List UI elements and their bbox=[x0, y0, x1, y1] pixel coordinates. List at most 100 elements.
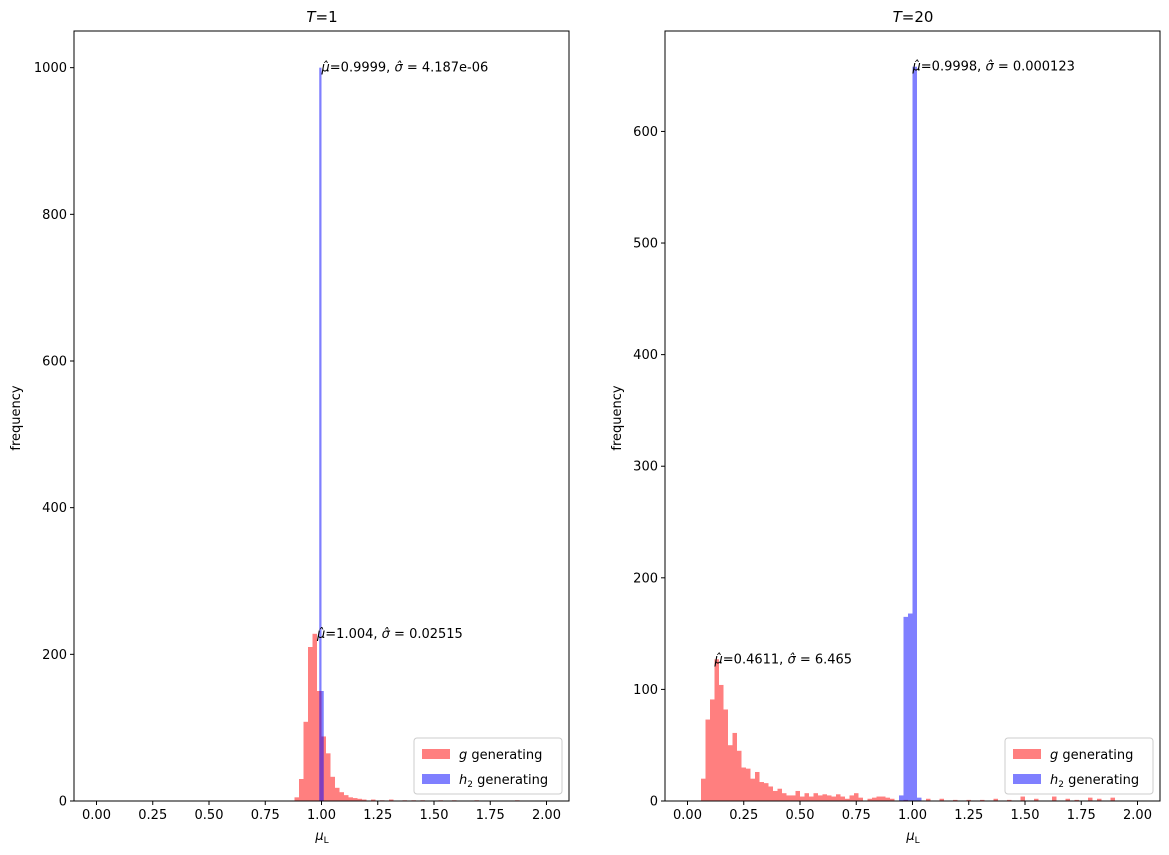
histogram-bar bbox=[723, 709, 728, 801]
histogram-bar bbox=[710, 699, 715, 801]
histogram-bar bbox=[1088, 797, 1093, 801]
y-tick-label: 1000 bbox=[34, 61, 67, 76]
legend-label: g generating bbox=[459, 748, 542, 763]
histogram-bar bbox=[836, 794, 841, 801]
histogram-bar bbox=[912, 66, 917, 801]
x-tick-label: 1.25 bbox=[954, 808, 983, 823]
histogram-bar bbox=[849, 795, 854, 801]
histogram-bar bbox=[858, 797, 863, 801]
histogram-bar bbox=[312, 633, 317, 801]
histogram-bar bbox=[746, 768, 751, 801]
histogram-bar bbox=[389, 799, 394, 801]
histogram-bar bbox=[1110, 797, 1115, 801]
histogram-bar bbox=[953, 799, 958, 801]
histogram-bar bbox=[872, 797, 877, 801]
histogram-bar bbox=[818, 795, 823, 801]
x-tick-label: 1.75 bbox=[1067, 808, 1096, 823]
histogram-bar bbox=[764, 783, 769, 801]
histogram-bar bbox=[809, 796, 814, 801]
legend-swatch bbox=[422, 774, 450, 784]
histogram-bar bbox=[339, 792, 344, 801]
stats-annotation: μ̂=0.4611, σ̂ = 6.465 bbox=[714, 652, 853, 667]
x-axis-label: μL bbox=[905, 829, 919, 846]
histogram-bar bbox=[335, 787, 340, 801]
histogram-bar bbox=[926, 798, 931, 801]
histogram-bar bbox=[813, 793, 818, 801]
histogram-bar bbox=[741, 767, 746, 801]
histogram-bar bbox=[1065, 798, 1070, 801]
histogram-bar bbox=[1020, 796, 1025, 801]
histogram-bar bbox=[885, 797, 890, 801]
y-tick-label: 300 bbox=[633, 460, 658, 475]
y-tick-label: 200 bbox=[42, 648, 67, 663]
histogram-bar bbox=[303, 721, 308, 801]
legend-swatch bbox=[1013, 749, 1041, 759]
histogram-bar bbox=[1007, 799, 1012, 801]
histogram-bar bbox=[348, 797, 353, 801]
x-tick-label: 0.75 bbox=[251, 808, 280, 823]
x-tick-label: 1.25 bbox=[363, 808, 392, 823]
legend: g generating h2 generating bbox=[413, 737, 563, 795]
histogram-bar bbox=[714, 659, 719, 801]
stats-annotation: μ̂=0.9998, σ̂ = 0.000123 bbox=[912, 60, 1075, 75]
legend-label: h2 generating bbox=[1050, 773, 1139, 790]
histogram-bar bbox=[357, 798, 362, 801]
histogram-bar bbox=[782, 793, 787, 801]
legend-label: g generating bbox=[1050, 748, 1133, 763]
histogram-bar bbox=[705, 719, 710, 801]
x-tick-label: 0.00 bbox=[82, 808, 111, 823]
subplot-title: T=20 bbox=[893, 8, 934, 26]
histogram-bar bbox=[899, 795, 904, 801]
histogram-bar bbox=[1052, 796, 1057, 801]
legend-box bbox=[413, 737, 563, 795]
y-axis-label: frequency bbox=[610, 385, 625, 451]
stats-annotation: μ̂=1.004, σ̂ = 0.02515 bbox=[316, 627, 463, 642]
subplot-t20: T=20 frequency μL 0.00 0.25 0.50 0.75 1.00 1.… bbox=[610, 8, 1161, 846]
y-axis-label: frequency bbox=[9, 385, 24, 451]
histogram-bar bbox=[1097, 798, 1102, 801]
x-tick-label: 0.25 bbox=[138, 808, 167, 823]
histogram-bar bbox=[737, 750, 742, 801]
y-tick-label: 500 bbox=[633, 237, 658, 252]
legend: g generating h2 generating bbox=[1004, 737, 1154, 795]
histogram-bar bbox=[804, 793, 809, 801]
series-g-generating bbox=[701, 659, 1115, 801]
x-tick-label: 0.50 bbox=[786, 808, 815, 823]
histogram-bar bbox=[299, 779, 304, 801]
histogram-bar bbox=[903, 616, 908, 801]
histogram-bar bbox=[881, 796, 886, 801]
histogram-bar bbox=[773, 790, 778, 801]
histogram-bar bbox=[822, 794, 827, 801]
legend-swatch bbox=[422, 749, 450, 759]
histogram-bar bbox=[831, 796, 836, 801]
histogram-bar bbox=[786, 795, 791, 801]
x-tick-label: 1.00 bbox=[307, 808, 336, 823]
x-tick-label: 0.25 bbox=[729, 808, 758, 823]
series-h2-generating bbox=[319, 67, 324, 801]
histogram-bar bbox=[732, 732, 737, 801]
histogram-bar bbox=[719, 684, 724, 801]
histogram-bar bbox=[908, 613, 913, 801]
histogram-bar bbox=[917, 797, 922, 801]
histogram-bar bbox=[966, 799, 971, 801]
y-tick-label: 0 bbox=[650, 795, 658, 810]
x-tick-label: 0.00 bbox=[673, 808, 702, 823]
y-tick-label: 400 bbox=[633, 348, 658, 363]
histogram-bar bbox=[827, 795, 832, 801]
histogram-bar bbox=[294, 797, 299, 801]
histogram-bar bbox=[980, 799, 985, 801]
histogram-bar bbox=[845, 798, 850, 801]
subplot-t1: T=1 frequency μL 0.00 0.25 0.50 0.75 1.00 1.2… bbox=[9, 8, 570, 846]
histogram-bar bbox=[728, 745, 733, 801]
histogram-bar bbox=[344, 795, 349, 801]
histogram-bar bbox=[876, 796, 881, 801]
histogram-bar bbox=[867, 798, 872, 801]
y-tick-label: 0 bbox=[59, 795, 67, 810]
y-tick-label: 800 bbox=[42, 208, 67, 223]
y-tick-label: 200 bbox=[633, 571, 658, 586]
y-tick-label: 100 bbox=[633, 683, 658, 698]
histogram-bar bbox=[362, 799, 367, 801]
histogram-bar bbox=[800, 796, 805, 801]
histogram-bar bbox=[371, 799, 376, 801]
